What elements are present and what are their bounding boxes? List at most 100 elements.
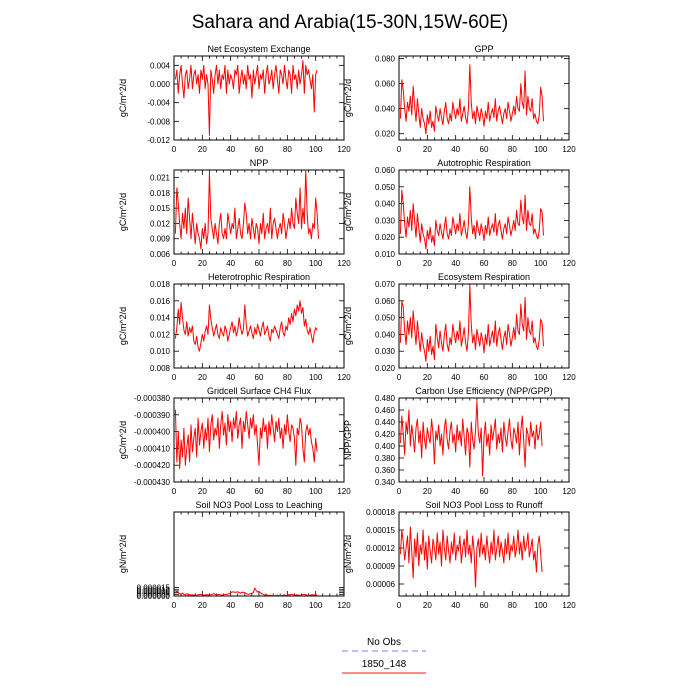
- x-tick-label: 80: [283, 373, 292, 382]
- panel-carbon-use-efficiency-npp-gpp: Carbon Use Efficiency (NPP/GPP) NPP/GPP 0 2…: [343, 386, 576, 496]
- panel-title: Soil NO3 Pool Loss to Runoff: [426, 500, 543, 510]
- y-tick-label: -0.000400: [134, 428, 171, 437]
- y-tick-label: -0.008: [147, 117, 170, 126]
- x-tick-label: 120: [337, 601, 351, 610]
- y-tick-label: 0.006: [150, 250, 171, 259]
- x-tick-label: 80: [283, 145, 292, 154]
- series-line-gpp: [399, 64, 544, 135]
- y-axis-label: gC/m^2/d: [343, 193, 353, 231]
- panel-soil-no3-pool-loss-to-leaching: Soil NO3 Pool Loss to Leaching gN/m^2/d 0 2…: [118, 500, 351, 610]
- x-tick-label: 0: [397, 259, 402, 268]
- panel-gpp: GPP gC/m^2/d 0 20 40 60 80 100 120 0.020 0.040 0.06…: [343, 44, 576, 154]
- y-tick-label: 0.050: [375, 183, 396, 192]
- panel-title: Soil NO3 Pool Loss to Leaching: [195, 500, 322, 510]
- panel-soil-no3-pool-loss-to-runoff: Soil NO3 Pool Loss to Runoff gN/m^2/d 0 20 4…: [343, 500, 576, 610]
- x-tick-label: 80: [283, 259, 292, 268]
- x-tick-label: 60: [480, 373, 489, 382]
- panel-title: Gridcell Surface CH4 Flux: [207, 386, 312, 396]
- series-line-soil-no3-pool-loss-to-runoff: [399, 526, 543, 588]
- x-tick-label: 60: [480, 487, 489, 496]
- panel-net-ecosystem-exchange: Net Ecosystem Exchange gC/m^2/d 0 20 40 60 80 1…: [118, 44, 351, 154]
- y-tick-label: 0.000006: [137, 589, 171, 598]
- x-tick-label: 60: [255, 373, 264, 382]
- x-tick-label: 100: [309, 601, 323, 610]
- y-tick-label: 0.018: [150, 189, 171, 198]
- y-tick-label: 0.420: [375, 430, 396, 439]
- x-tick-label: 20: [198, 487, 207, 496]
- x-tick-label: 20: [198, 373, 207, 382]
- y-tick-label: -0.000410: [134, 444, 171, 453]
- series-line-carbon-use-efficiency-npp-gpp: [399, 400, 543, 477]
- y-axis-label: gC/m^2/d: [118, 193, 128, 231]
- x-tick-label: 120: [562, 601, 576, 610]
- x-tick-label: 20: [423, 259, 432, 268]
- y-tick-label: 0.360: [375, 466, 396, 475]
- y-axis-label: gC/m^2/d: [118, 307, 128, 345]
- y-tick-label: 0.080: [375, 55, 396, 64]
- y-tick-label: 0.030: [375, 347, 396, 356]
- series-line-net-ecosystem-exchange: [174, 60, 318, 136]
- y-tick-label: 0.050: [375, 314, 396, 323]
- x-tick-label: 60: [255, 259, 264, 268]
- x-tick-label: 0: [397, 487, 402, 496]
- panel-title: Heterotrophic Respiration: [208, 272, 310, 282]
- plot-frame: [398, 55, 570, 141]
- y-tick-label: 0.015: [150, 204, 171, 213]
- y-axis-label: gC/m^2/d: [343, 79, 353, 117]
- panel-npp: NPP gC/m^2/d 0 20 40 60 80 100 120 0.006 0.009 0.01…: [118, 158, 351, 268]
- x-tick-label: 100: [309, 373, 323, 382]
- x-tick-label: 100: [309, 487, 323, 496]
- x-tick-label: 40: [226, 487, 235, 496]
- x-tick-label: 0: [397, 601, 402, 610]
- y-axis-label: NPP/GPP: [343, 420, 353, 460]
- x-tick-label: 0: [172, 487, 177, 496]
- legend-label-no-obs: No Obs: [367, 637, 401, 648]
- figure-title: Sahara and Arabia(15-30N,15W-60E): [192, 12, 509, 33]
- panel-gridcell-surface-ch4-flux: Gridcell Surface CH4 Flux gC/m^2/d 0 20 40 60…: [118, 386, 351, 496]
- y-tick-label: 0.000015: [137, 584, 171, 593]
- y-tick-label: 0.400: [375, 442, 396, 451]
- x-tick-label: 120: [562, 373, 576, 382]
- x-tick-label: 100: [534, 259, 548, 268]
- y-tick-label: 0.000003: [137, 590, 171, 599]
- y-tick-label: 0.440: [375, 418, 396, 427]
- y-tick-label: 0.380: [375, 454, 396, 463]
- y-tick-label: 0.040: [375, 200, 396, 209]
- x-tick-label: 20: [423, 145, 432, 154]
- y-tick-label: -0.000430: [134, 478, 171, 487]
- y-tick-label: 0.000000: [137, 592, 171, 601]
- panel-title: Ecosystem Respiration: [438, 272, 530, 282]
- x-tick-label: 100: [534, 373, 548, 382]
- x-tick-label: 100: [309, 145, 323, 154]
- x-tick-label: 40: [226, 373, 235, 382]
- plot-frame: [173, 55, 345, 141]
- x-tick-label: 0: [172, 145, 177, 154]
- x-tick-label: 100: [534, 487, 548, 496]
- x-tick-label: 0: [397, 373, 402, 382]
- series-line-heterotrophic-respiration: [174, 300, 318, 352]
- series-line-soil-no3-pool-loss-to-leaching: [175, 587, 318, 596]
- y-tick-label: 0.012: [150, 330, 171, 339]
- x-tick-label: 20: [423, 601, 432, 610]
- y-tick-label: 0.020: [375, 130, 396, 139]
- y-tick-label: 0.060: [375, 166, 396, 175]
- y-tick-label: 0.000012: [137, 585, 171, 594]
- x-tick-label: 40: [226, 259, 235, 268]
- x-tick-label: 80: [283, 487, 292, 496]
- x-tick-label: 40: [451, 145, 460, 154]
- y-tick-label: 0.040: [375, 105, 396, 114]
- y-tick-label: 0.018: [150, 280, 171, 289]
- x-tick-label: 0: [397, 145, 402, 154]
- series-line-npp: [174, 169, 319, 250]
- y-tick-label: 0.070: [375, 280, 396, 289]
- x-tick-label: 20: [198, 145, 207, 154]
- panel-ecosystem-respiration: Ecosystem Respiration gC/m^2/d 0 20 40 60 80 10…: [343, 272, 576, 382]
- x-tick-label: 40: [451, 259, 460, 268]
- legend: No Obs 1850_148: [342, 637, 426, 674]
- x-tick-label: 120: [337, 145, 351, 154]
- x-tick-label: 60: [480, 259, 489, 268]
- panel-title: NPP: [250, 158, 269, 168]
- y-tick-label: 0.016: [150, 297, 171, 306]
- x-tick-label: 80: [508, 487, 517, 496]
- y-tick-label: 0.00015: [366, 526, 395, 535]
